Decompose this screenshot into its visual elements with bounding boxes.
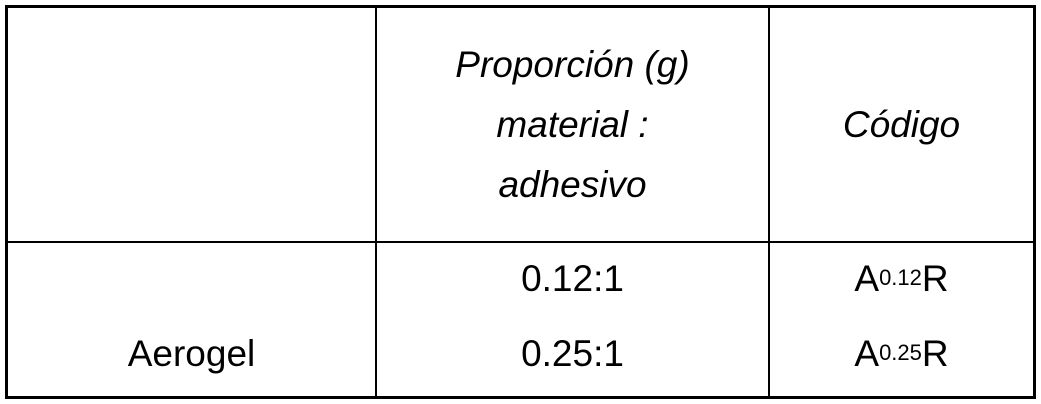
code-2-suffix: R <box>922 335 949 372</box>
code-1-base: A <box>854 260 879 297</box>
code-2-base: A <box>854 335 879 372</box>
ratio-cell-2: 0.25:1 <box>377 323 768 383</box>
code-1-suffix: R <box>922 260 949 297</box>
header-divider <box>8 241 1033 243</box>
header-cell-proportion: Proporción (g) material : adhesivo <box>377 8 768 241</box>
code-cell-2: A0.25R <box>770 323 1033 383</box>
header-proportion-line-3: adhesivo <box>498 155 646 215</box>
material-cell: Aerogel <box>8 313 375 393</box>
header-cell-code: Código <box>770 8 1033 241</box>
header-proportion-line-1: Proporción (g) <box>455 35 689 95</box>
data-table: Proporción (g) material : adhesivo Códig… <box>5 5 1036 399</box>
header-cell-empty <box>8 8 375 241</box>
code-1-subscript: 0.12 <box>879 267 922 289</box>
code-cell-1: A0.12R <box>770 248 1033 308</box>
code-2-subscript: 0.25 <box>879 342 922 364</box>
header-proportion-line-2: material : <box>496 95 648 155</box>
ratio-cell-1: 0.12:1 <box>377 248 768 308</box>
